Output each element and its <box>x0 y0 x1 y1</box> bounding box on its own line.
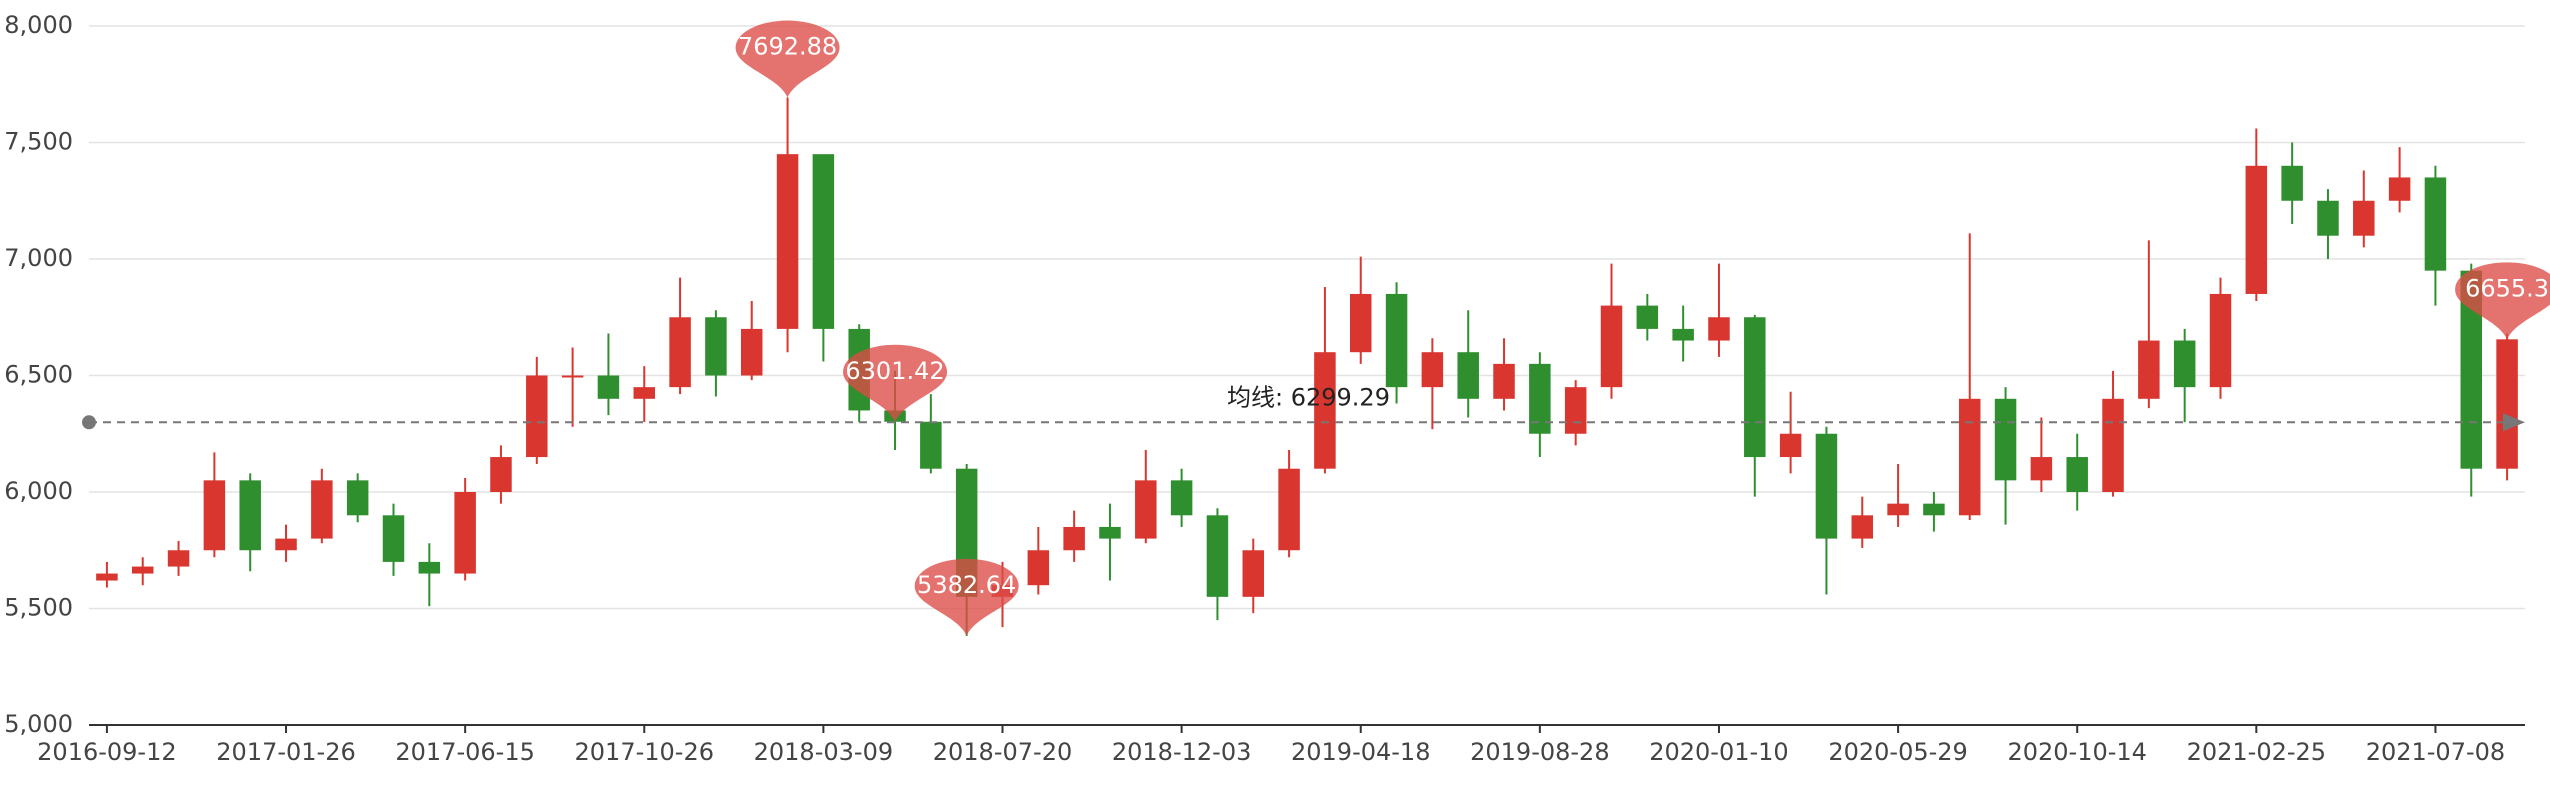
candle-body <box>1887 503 1909 516</box>
candle-body <box>1349 293 1372 353</box>
candle-body <box>812 154 835 329</box>
candle-body <box>2030 457 2053 481</box>
mark-pin <box>914 558 1019 636</box>
candle-body <box>2173 340 2196 388</box>
average-line-label: 均线: 6299.29 <box>1227 383 1390 411</box>
candle-body <box>2138 340 2160 399</box>
candle-body <box>2460 270 2483 469</box>
candle-body <box>418 561 441 574</box>
candle-body <box>2424 177 2447 271</box>
candle-body <box>1457 352 1479 399</box>
candle-body <box>2066 457 2088 492</box>
candle-body <box>275 538 297 551</box>
candle-body <box>1779 433 1802 458</box>
candle-body <box>633 387 656 399</box>
candle-body <box>1600 305 1623 388</box>
candle-body <box>1314 352 1336 469</box>
x-tick-label: 2021-07-08 <box>2366 738 2505 766</box>
candle-body <box>167 550 190 567</box>
candle-body <box>203 480 226 551</box>
candle-body <box>1958 398 1981 516</box>
candle-body <box>1815 433 1838 539</box>
mark-pin <box>2455 262 2550 340</box>
x-tick-label: 2018-07-20 <box>933 738 1072 766</box>
x-tick-label: 2019-04-18 <box>1291 738 1430 766</box>
y-tick-label: 7,500 <box>4 128 73 156</box>
candle-body <box>1385 293 1408 388</box>
candle-body <box>239 480 261 551</box>
candle-body <box>490 457 512 492</box>
candle-body <box>96 573 118 581</box>
y-tick-label: 5,500 <box>4 594 73 622</box>
candle-body <box>2281 165 2303 201</box>
y-tick-label: 6,000 <box>4 477 73 505</box>
candle-body <box>1493 363 1515 399</box>
candle-body <box>2353 200 2375 236</box>
candle-body <box>1744 317 1766 458</box>
x-tick-label: 2017-01-26 <box>216 738 355 766</box>
candle-body <box>669 317 691 388</box>
candle-body <box>2102 398 2124 492</box>
candle-body <box>1099 526 1121 539</box>
candle-body <box>454 492 476 574</box>
candle-body <box>705 317 727 376</box>
mark-pin <box>735 20 840 98</box>
candle-body <box>2209 293 2232 388</box>
candle-body <box>1708 317 1730 341</box>
x-tick-label: 2017-06-15 <box>395 738 534 766</box>
candle-body <box>1170 480 1193 516</box>
x-tick-label: 2020-10-14 <box>2007 738 2146 766</box>
candle-body <box>920 421 942 469</box>
y-tick-label: 7,000 <box>4 244 73 272</box>
x-tick-label: 2020-05-29 <box>1828 738 1967 766</box>
candle-body <box>1278 468 1300 551</box>
candle-body <box>776 154 799 329</box>
candle-body <box>346 480 369 516</box>
candle-body <box>2388 177 2411 201</box>
candle-body <box>1672 328 1694 341</box>
y-tick-label: 5,000 <box>4 710 73 738</box>
candle-body <box>1242 550 1265 597</box>
mark-pin-label: 6301.42 <box>845 357 944 385</box>
x-tick-label: 2021-02-25 <box>2187 738 2326 766</box>
candle-body <box>1994 398 2017 481</box>
candle-body <box>1206 515 1229 597</box>
mark-pin-label: 5382.64 <box>917 571 1016 599</box>
x-tick-label: 2019-08-28 <box>1470 738 1609 766</box>
x-tick-label: 2020-01-10 <box>1649 738 1788 766</box>
candle-body <box>131 566 154 574</box>
candle-body <box>2496 339 2518 469</box>
candle-body <box>2317 200 2339 236</box>
candle-body <box>561 375 584 378</box>
candle-body <box>311 480 333 539</box>
candle-body <box>2245 165 2268 294</box>
x-tick-label: 2017-10-26 <box>575 738 714 766</box>
y-tick-label: 8,000 <box>4 11 73 39</box>
candle-body <box>1564 387 1587 434</box>
x-tick-label: 2018-12-03 <box>1112 738 1251 766</box>
candle-body <box>1923 503 1945 516</box>
average-line-arrow <box>2503 413 2525 432</box>
mark-pin-label: 6655.3 <box>2465 274 2549 302</box>
candle-body <box>1529 363 1551 434</box>
y-tick-label: 6,500 <box>4 361 73 389</box>
candle-body <box>526 375 548 458</box>
candle-body <box>1636 305 1659 329</box>
mark-pin-label: 7692.88 <box>738 33 837 61</box>
candle-body <box>1851 515 1874 539</box>
candle-body <box>740 328 763 376</box>
average-line-start <box>82 415 96 430</box>
candle-body <box>1027 550 1050 586</box>
candle-body <box>597 375 620 399</box>
mark-pin <box>843 344 948 422</box>
candle-body <box>1135 480 1157 539</box>
candle-body <box>1063 526 1085 551</box>
x-tick-label: 2016-09-12 <box>37 738 176 766</box>
candle-body <box>1421 352 1444 388</box>
x-tick-label: 2018-03-09 <box>754 738 893 766</box>
candle-body <box>382 515 405 562</box>
